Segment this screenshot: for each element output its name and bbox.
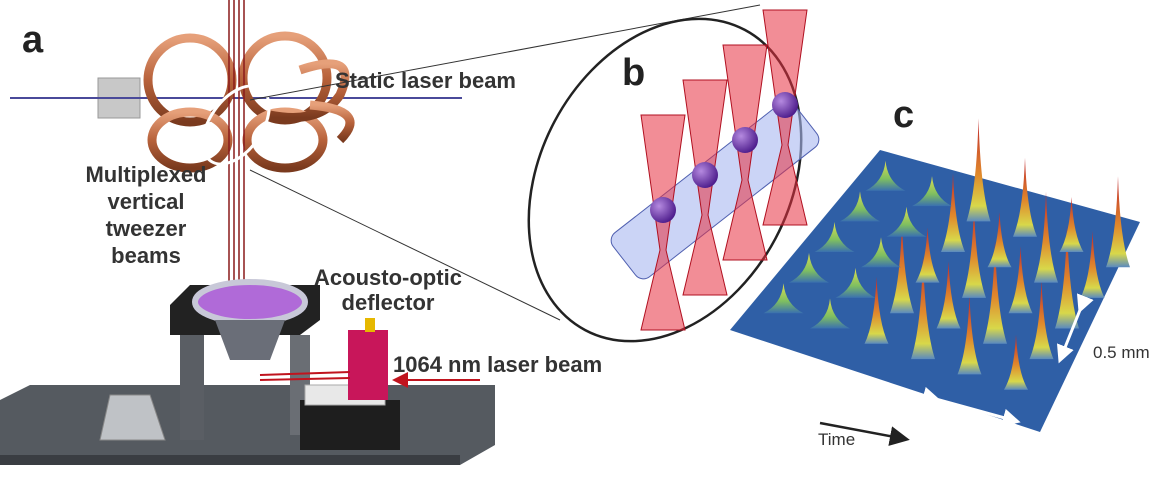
annotation: tweezer (106, 216, 187, 241)
optical-table (0, 385, 495, 465)
annotation: 1064 nm laser beam (393, 352, 602, 377)
annotation: Multiplexed (85, 162, 206, 187)
figure: a Static laser beam Multiplexedverticalt… (0, 0, 1165, 478)
post (180, 330, 204, 440)
panel-a: a Static laser beam Multiplexedverticalt… (0, 0, 602, 465)
objective-body (215, 320, 285, 360)
atom (692, 162, 718, 188)
page: {"panel_a": {"label": "a", "static_beam"… (0, 0, 1165, 478)
annotation: Acousto-optic (314, 265, 462, 290)
panel-label: a (22, 19, 44, 61)
aod (348, 330, 388, 400)
panel-label: b (622, 52, 645, 94)
annotation: 0.5 mm (1093, 343, 1150, 362)
annotation: 50 ms (950, 414, 1001, 434)
annotation: deflector (342, 290, 435, 315)
aod-mount (300, 400, 400, 450)
annotation: Static laser beam (335, 68, 516, 93)
atom (772, 92, 798, 118)
annotation: vertical (107, 189, 184, 214)
atom (650, 197, 676, 223)
atom (732, 127, 758, 153)
annotation: beams (111, 243, 181, 268)
objective (195, 282, 305, 322)
annotation: Time (818, 430, 855, 449)
tweezer-beams (229, 0, 244, 300)
panel-label: c (893, 94, 914, 136)
